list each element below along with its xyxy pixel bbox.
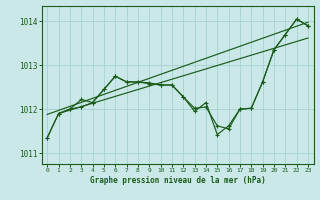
X-axis label: Graphe pression niveau de la mer (hPa): Graphe pression niveau de la mer (hPa) [90, 176, 266, 185]
